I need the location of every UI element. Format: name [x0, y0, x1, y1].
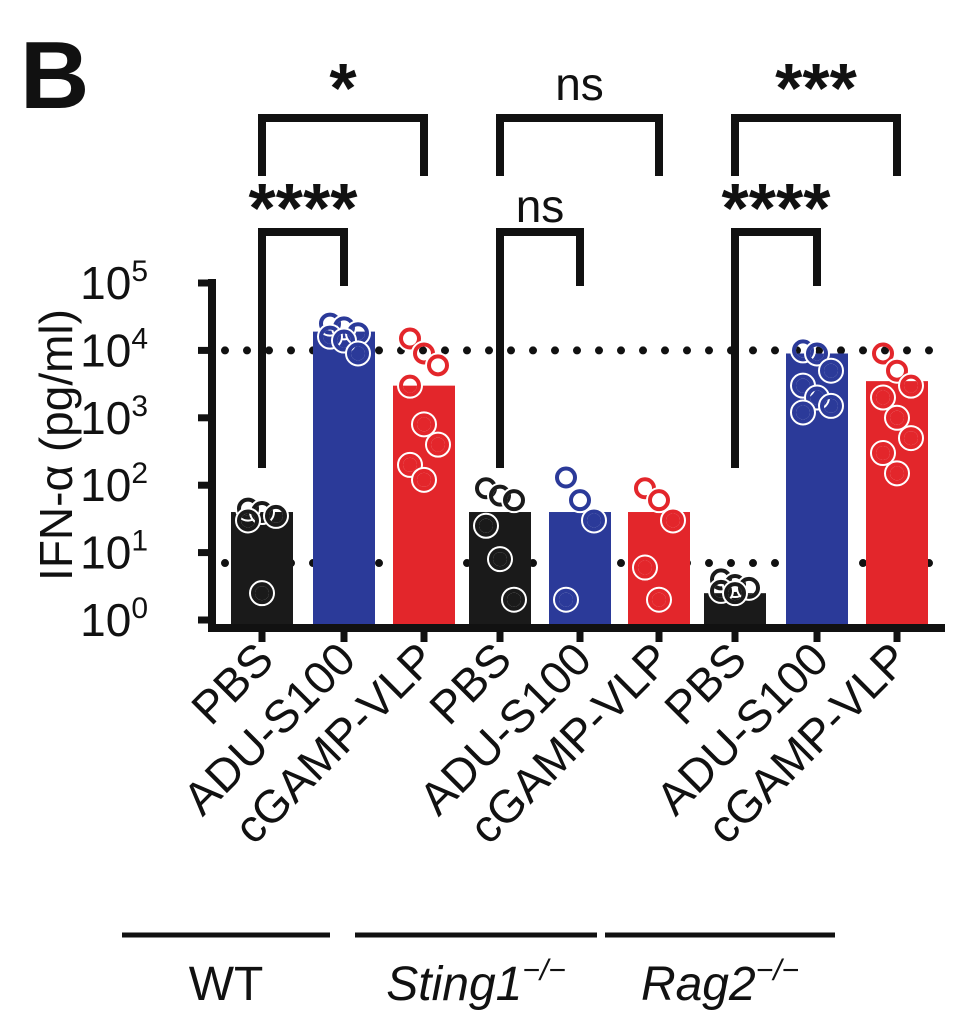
significance-label: *** [775, 49, 857, 127]
y-tick-label: 102 [80, 457, 148, 511]
bar [313, 331, 375, 628]
data-point [427, 354, 449, 377]
data-point [872, 342, 894, 365]
data-point [413, 413, 435, 436]
data-point [503, 489, 525, 512]
data-point [648, 588, 670, 611]
data-point [399, 374, 421, 397]
significance-bracket [258, 114, 428, 176]
data-point [872, 442, 894, 465]
significance-label: ns [516, 180, 565, 232]
data-point [413, 468, 435, 491]
data-point [820, 394, 842, 417]
data-point [237, 497, 259, 520]
significance-bracket [496, 228, 584, 468]
data-point [792, 401, 814, 424]
group-labels: WT Sting1−/− Rag2−/− [122, 932, 835, 1011]
data-point [648, 489, 670, 512]
data-point [886, 462, 908, 485]
data-point [792, 339, 814, 362]
data-point [820, 359, 842, 382]
data-point [489, 548, 511, 571]
significance-label: ns [555, 58, 604, 110]
panel-label: B [20, 22, 89, 129]
data-point [555, 466, 577, 489]
data-point [399, 327, 421, 350]
significance-label: * [329, 49, 357, 127]
data-point [710, 579, 732, 602]
data-point [237, 509, 259, 532]
data-point [886, 406, 908, 429]
y-tick-label: 103 [80, 390, 148, 444]
bar [866, 381, 928, 628]
y-axis: 100 101 102 103 104 105 [80, 255, 945, 646]
bar [393, 385, 455, 628]
data-point [333, 329, 355, 352]
significance-bracket [731, 228, 821, 468]
significance-bracket [731, 114, 901, 176]
data-point [900, 427, 922, 450]
data-point [503, 588, 525, 611]
data-point [886, 359, 908, 382]
data-point [265, 504, 287, 527]
data-point [724, 582, 746, 605]
group-label: Rag2−/− [641, 954, 799, 1011]
y-tick-label: 105 [80, 255, 148, 309]
significance-label: **** [722, 169, 832, 247]
data-points [235, 310, 924, 613]
data-point [427, 433, 449, 456]
y-tick-label: 101 [80, 525, 148, 579]
data-point [399, 453, 421, 476]
y-tick-label: 100 [80, 592, 148, 646]
data-point [319, 325, 341, 348]
data-point [475, 514, 497, 537]
data-point [634, 556, 656, 579]
data-point [806, 342, 828, 365]
data-point [251, 582, 273, 605]
data-point [347, 342, 369, 365]
data-point [555, 588, 577, 611]
significance-bracket [496, 114, 663, 176]
data-point [583, 509, 605, 532]
data-point [569, 489, 591, 512]
bars [231, 331, 928, 628]
x-tick-labels: PBSADU-S100cGAMP-VLPPBSADU-S100cGAMP-VLP… [173, 632, 918, 853]
data-point [662, 509, 684, 532]
y-tick-label: 104 [80, 322, 148, 376]
data-point [872, 386, 894, 409]
y-axis-label: IFN-α (pg/ml) [30, 309, 82, 581]
data-point [900, 374, 922, 397]
data-point [489, 484, 511, 507]
group-label: WT [189, 958, 264, 1011]
significance-label: **** [249, 169, 359, 247]
data-point [319, 312, 341, 335]
group-label: Sting1−/− [386, 954, 565, 1011]
significance-bracket [258, 228, 348, 468]
